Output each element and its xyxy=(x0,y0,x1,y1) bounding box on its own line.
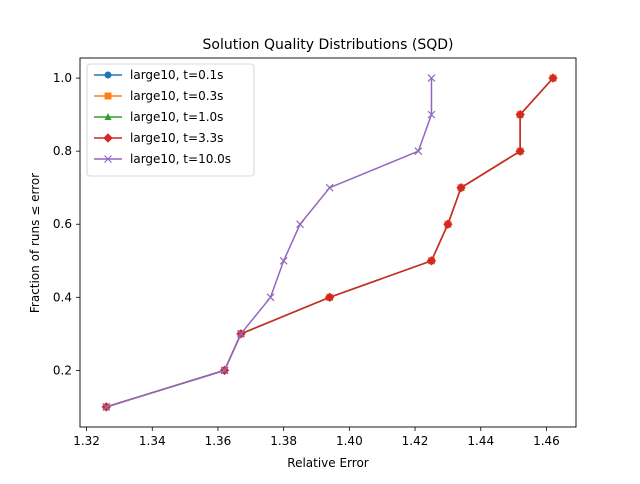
legend-marker xyxy=(104,92,112,100)
legend-marker xyxy=(104,113,112,120)
legend-entry: large10, t=0.1s xyxy=(94,68,223,82)
legend-entry: large10, t=10.0s xyxy=(94,152,231,166)
plot-frame xyxy=(79,57,577,428)
data-point xyxy=(456,182,466,193)
x-tick-label: 1.42 xyxy=(402,434,429,448)
y-axis-label: Fraction of runs ≤ error xyxy=(28,173,42,313)
chart-title: Solution Quality Distributions (SQD) xyxy=(203,37,454,53)
series-4 xyxy=(102,74,436,411)
series-layer xyxy=(101,73,558,412)
data-point xyxy=(414,147,423,156)
data-point xyxy=(325,183,334,192)
tick-layer: 1.32 1.34 1.36 1.38 1.40 1.42 1.44 1.46 0.2 0.4 0.… xyxy=(53,71,560,448)
data-point xyxy=(548,73,558,83)
legend-box xyxy=(86,63,255,177)
data-point xyxy=(266,293,275,302)
legend: large10, t=0.1s large10, t=0.3s large10, t… xyxy=(86,63,255,177)
legend-entry: large10, t=0.3s xyxy=(94,89,223,103)
data-point xyxy=(443,219,453,229)
legend-entry: large10, t=1.0s xyxy=(94,110,223,124)
y-tick-label: 0.2 xyxy=(53,363,72,377)
x-tick-label: 1.32 xyxy=(73,434,100,448)
data-point xyxy=(237,329,245,338)
y-tick-label: 0.4 xyxy=(53,290,72,304)
legend-marker xyxy=(104,71,112,79)
x-axis-label: Relative Error xyxy=(287,456,369,470)
legend-entry: large10, t=3.3s xyxy=(94,131,223,145)
x-tick-label: 1.36 xyxy=(205,434,232,448)
data-point xyxy=(515,146,525,156)
data-point xyxy=(426,256,437,266)
data-point xyxy=(102,402,111,411)
data-point xyxy=(279,256,288,265)
legend-label: large10, t=0.1s xyxy=(130,68,223,82)
legend-marker xyxy=(103,133,113,143)
data-point xyxy=(296,220,305,229)
legend-label: large10, t=10.0s xyxy=(130,152,231,166)
x-tick-label: 1.40 xyxy=(336,434,363,448)
legend-marker xyxy=(104,155,112,163)
data-point xyxy=(515,109,525,120)
series-line xyxy=(106,78,433,408)
y-tick-label: 0.8 xyxy=(53,144,72,158)
x-tick-label: 1.46 xyxy=(533,434,560,448)
x-tick-label: 1.44 xyxy=(467,434,494,448)
data-point xyxy=(427,110,436,119)
x-tick-label: 1.34 xyxy=(139,434,166,448)
data-point xyxy=(427,74,436,83)
legend-label: large10, t=1.0s xyxy=(130,110,223,124)
x-tick-label: 1.38 xyxy=(270,434,297,448)
data-point xyxy=(220,366,229,375)
data-point xyxy=(324,292,335,303)
y-tick-label: 0.6 xyxy=(53,217,72,231)
y-tick-label: 1.0 xyxy=(53,71,72,85)
legend-label: large10, t=0.3s xyxy=(130,89,223,103)
legend-label: large10, t=3.3s xyxy=(130,131,223,145)
